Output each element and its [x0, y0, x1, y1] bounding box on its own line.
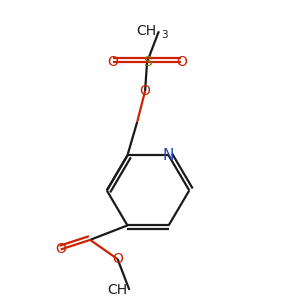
Text: O: O [112, 252, 123, 266]
Text: 3: 3 [0, 299, 1, 300]
Text: CH: CH [137, 24, 157, 38]
Text: S: S [143, 55, 152, 69]
Text: O: O [176, 55, 187, 69]
Text: O: O [55, 242, 66, 256]
Text: O: O [140, 84, 151, 98]
Text: N: N [163, 148, 174, 163]
Text: CH: CH [107, 283, 128, 297]
Text: 3: 3 [161, 30, 168, 40]
Text: O: O [107, 55, 118, 69]
